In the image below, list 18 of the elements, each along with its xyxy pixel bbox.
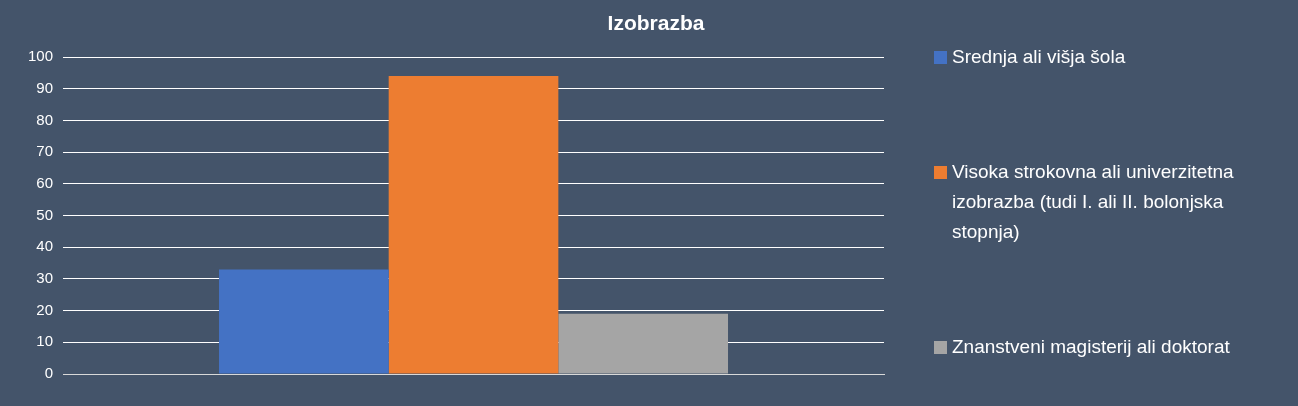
y-tick-label: 70 bbox=[36, 142, 54, 160]
y-tick-label: 50 bbox=[36, 205, 54, 223]
y-tick-label: 100 bbox=[28, 47, 54, 65]
bar bbox=[388, 76, 559, 374]
bar bbox=[558, 313, 729, 374]
chart-title: Izobrazba bbox=[606, 10, 706, 36]
bar bbox=[219, 269, 389, 374]
y-tick-label: 30 bbox=[36, 269, 54, 287]
legend-label: Visoka strokovna ali univerzitetna izobrazba (tudi I. ali II. bolonjska stopnja) bbox=[952, 160, 1234, 244]
y-tick-label: 90 bbox=[36, 78, 54, 96]
y-tick-label: 80 bbox=[36, 110, 54, 128]
legend-label: Srednja ali višja šola bbox=[952, 45, 1126, 69]
legend-label: Znanstveni magisterij ali doktorat bbox=[952, 335, 1230, 359]
y-tick-label: 60 bbox=[36, 173, 54, 191]
y-tick-label: 40 bbox=[36, 237, 54, 255]
y-tick-label: 0 bbox=[44, 364, 54, 382]
y-tick-label: 20 bbox=[36, 300, 54, 318]
y-tick-label: 10 bbox=[36, 332, 54, 350]
